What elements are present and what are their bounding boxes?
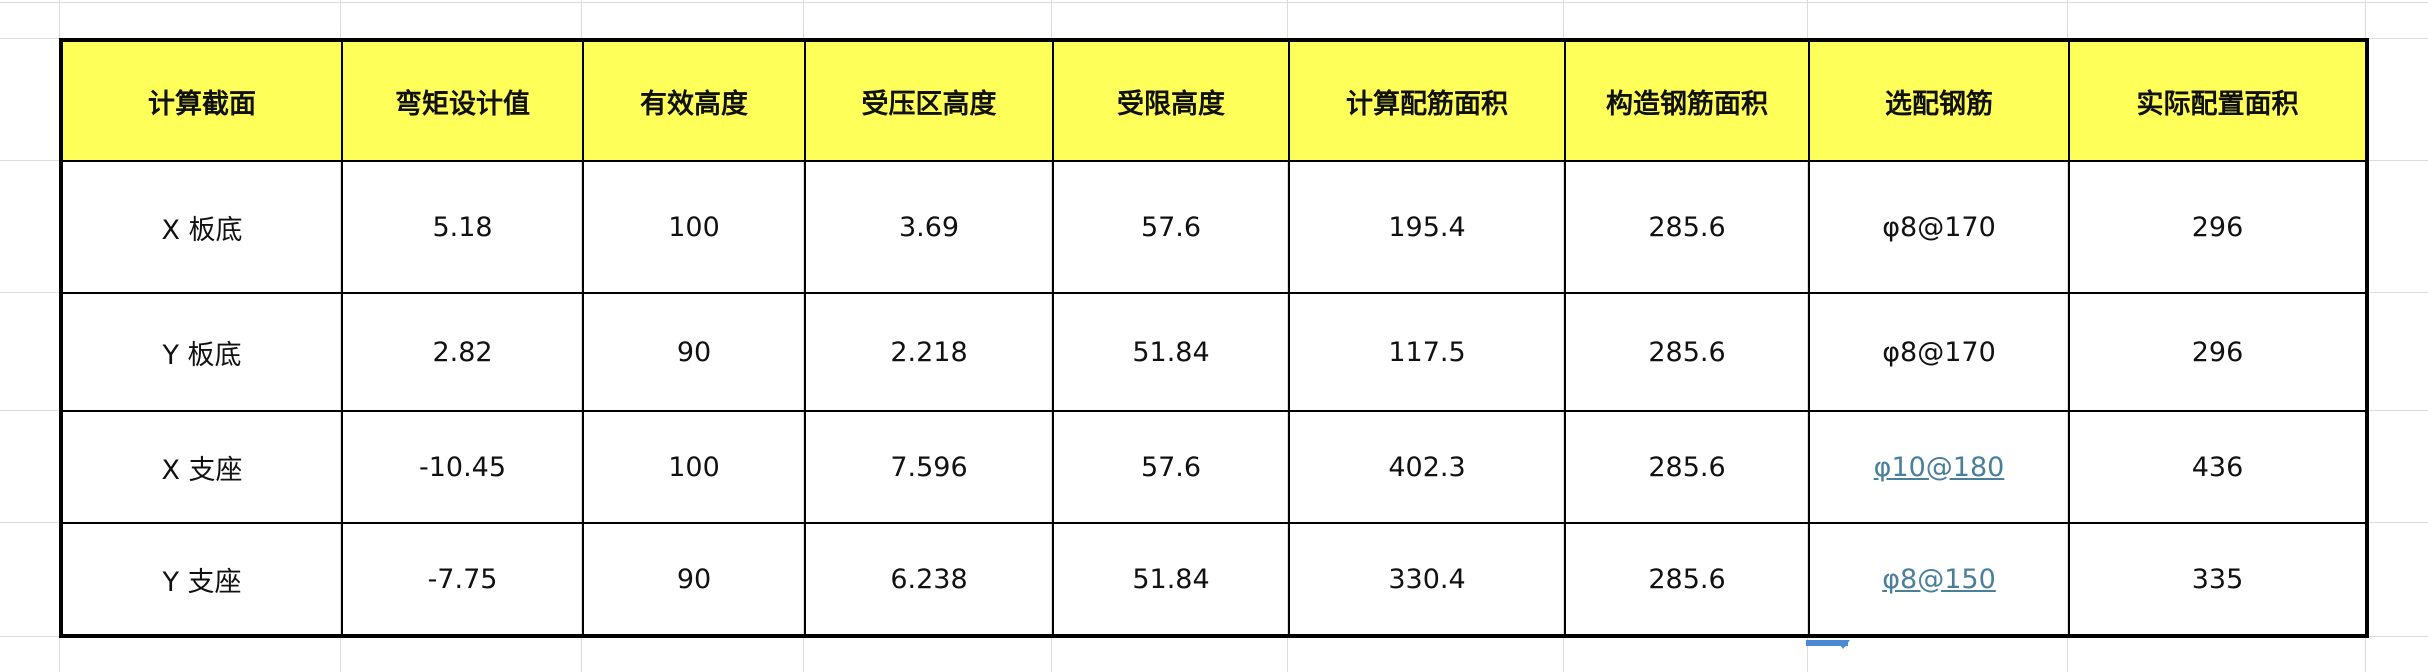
rebar-link[interactable]: φ8@150: [1882, 563, 1996, 595]
table-row: X 板底 5.18 100 3.69 57.6 195.4 285.6 φ8@1…: [60, 160, 2368, 294]
header-cell[interactable]: 选配钢筋: [1808, 39, 2070, 162]
table-cell[interactable]: 2.218: [804, 292, 1054, 412]
table-cell[interactable]: -10.45: [341, 410, 584, 524]
table-cell[interactable]: φ8@170: [1808, 160, 2070, 294]
table-row: X 支座 -10.45 100 7.596 57.6 402.3 285.6 φ…: [60, 410, 2368, 524]
table-cell[interactable]: 7.596: [804, 410, 1054, 524]
table-cell-link[interactable]: φ10@180: [1808, 410, 2070, 524]
table-cell[interactable]: 195.4: [1288, 160, 1566, 294]
header-cell[interactable]: 计算截面: [60, 39, 343, 162]
table-cell[interactable]: 51.84: [1052, 522, 1290, 637]
header-cell[interactable]: 计算配筋面积: [1288, 39, 1566, 162]
table-cell[interactable]: 285.6: [1564, 292, 1810, 412]
rebar-link[interactable]: φ10@180: [1873, 451, 2005, 483]
table-cell-link[interactable]: φ8@150: [1808, 522, 2070, 637]
header-cell[interactable]: 受限高度: [1052, 39, 1290, 162]
header-cell[interactable]: 受压区高度: [804, 39, 1054, 162]
header-cell[interactable]: 实际配置面积: [2068, 39, 2368, 162]
table-cell[interactable]: 100: [582, 410, 806, 524]
table-cell[interactable]: 117.5: [1288, 292, 1566, 412]
table-cell[interactable]: 296: [2068, 160, 2368, 294]
table-cell[interactable]: X 支座: [60, 410, 343, 524]
table-cell[interactable]: 51.84: [1052, 292, 1290, 412]
table-cell[interactable]: X 板底: [60, 160, 343, 294]
table-cell[interactable]: 100: [582, 160, 806, 294]
sheet-gridline: [0, 2, 2428, 3]
table-cell[interactable]: φ8@170: [1808, 292, 2070, 412]
table-cell[interactable]: 90: [582, 292, 806, 412]
table-cell[interactable]: 296: [2068, 292, 2368, 412]
table-cell[interactable]: 57.6: [1052, 160, 1290, 294]
table-row: Y 支座 -7.75 90 6.238 51.84 330.4 285.6 φ8…: [60, 522, 2368, 637]
table-cell[interactable]: -7.75: [341, 522, 584, 637]
table-cell[interactable]: Y 板底: [60, 292, 343, 412]
fill-handle-arrow-icon[interactable]: [1836, 640, 1850, 649]
header-cell[interactable]: 弯矩设计值: [341, 39, 584, 162]
table-cell[interactable]: 2.82: [341, 292, 584, 412]
table-cell[interactable]: 285.6: [1564, 522, 1810, 637]
table-cell[interactable]: Y 支座: [60, 522, 343, 637]
table-cell[interactable]: 285.6: [1564, 410, 1810, 524]
table-row: Y 板底 2.82 90 2.218 51.84 117.5 285.6 φ8@…: [60, 292, 2368, 412]
table-cell[interactable]: 90: [582, 522, 806, 637]
table-cell[interactable]: 3.69: [804, 160, 1054, 294]
table-cell[interactable]: 285.6: [1564, 160, 1810, 294]
rebar-design-table: 计算截面 弯矩设计值 有效高度 受压区高度 受限高度 计算配筋面积 构造钢筋面积…: [59, 38, 2369, 638]
table-cell[interactable]: 436: [2068, 410, 2368, 524]
selection-fill-handle[interactable]: [1806, 640, 1848, 646]
header-cell[interactable]: 构造钢筋面积: [1564, 39, 1810, 162]
header-row: 计算截面 弯矩设计值 有效高度 受压区高度 受限高度 计算配筋面积 构造钢筋面积…: [60, 39, 2368, 162]
table-cell[interactable]: 335: [2068, 522, 2368, 637]
table-cell[interactable]: 6.238: [804, 522, 1054, 637]
table-cell[interactable]: 330.4: [1288, 522, 1566, 637]
table-cell[interactable]: 5.18: [341, 160, 584, 294]
table-cell[interactable]: 57.6: [1052, 410, 1290, 524]
header-cell[interactable]: 有效高度: [582, 39, 806, 162]
table-cell[interactable]: 402.3: [1288, 410, 1566, 524]
